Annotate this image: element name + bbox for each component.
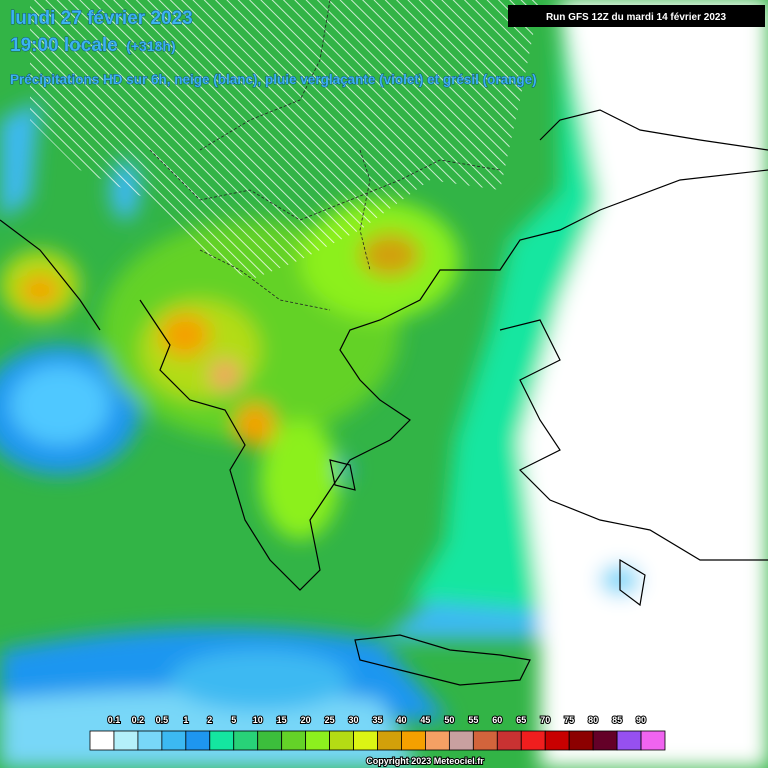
legend-swatch xyxy=(401,730,426,751)
legend-label: 25 xyxy=(325,715,335,725)
legend-label: 85 xyxy=(612,715,622,725)
legend-swatch xyxy=(281,730,307,751)
legend-swatch xyxy=(377,730,402,751)
legend-swatch xyxy=(353,730,378,751)
run-label: Run GFS 12Z du mardi 14 février 2023 xyxy=(546,12,727,23)
time-label: 19:00 locale xyxy=(10,35,118,56)
legend-label: 0.5 xyxy=(156,715,169,725)
legend-swatch xyxy=(113,730,139,751)
legend-label: 0.2 xyxy=(132,715,145,725)
legend-swatch xyxy=(448,730,474,751)
legend-swatch xyxy=(209,730,235,751)
borders xyxy=(149,0,501,311)
legend-swatch xyxy=(520,730,546,751)
legend-swatch xyxy=(233,730,259,751)
run-box xyxy=(508,5,765,27)
legend-label: 1 xyxy=(183,715,188,725)
legend-swatch xyxy=(89,730,115,751)
legend-label: 70 xyxy=(540,715,550,725)
legend-swatch xyxy=(640,730,666,751)
subtitle: Précipitations HD sur 6h, neige (blanc),… xyxy=(10,72,537,87)
legend: 0.1 0.2 0.5 1 2 5 10 15 20 25 30 35 40 45 50 55 60 65 70 75… xyxy=(89,714,666,751)
legend-label: 55 xyxy=(468,715,478,725)
legend-swatch xyxy=(472,730,498,751)
legend-swatch xyxy=(425,730,450,751)
legend-swatch xyxy=(329,730,354,751)
legend-label: 20 xyxy=(301,715,311,725)
legend-swatch xyxy=(185,730,211,751)
legend-label: 90 xyxy=(636,715,646,725)
legend-label: 45 xyxy=(420,715,430,725)
legend-label: 15 xyxy=(277,715,287,725)
date: lundi 27 février 2023 xyxy=(10,8,193,29)
legend-label: 80 xyxy=(588,715,598,725)
legend-swatch xyxy=(568,730,594,751)
legend-label: 60 xyxy=(492,715,502,725)
legend-label: 35 xyxy=(372,715,382,725)
legend-swatch xyxy=(257,730,283,751)
legend-label: 75 xyxy=(564,715,574,725)
time: 19:00 locale (+318h) xyxy=(10,35,176,56)
legend-swatch xyxy=(137,730,163,751)
legend-label: 40 xyxy=(396,715,406,725)
legend-swatch xyxy=(496,730,522,751)
legend-label: 10 xyxy=(253,715,263,725)
legend-label: 65 xyxy=(516,715,526,725)
legend-swatch xyxy=(161,730,187,751)
legend-swatch xyxy=(544,730,570,751)
copyright: Copyright 2023 Meteociel.fr xyxy=(366,756,484,766)
lead-time: (+318h) xyxy=(126,38,175,54)
legend-label: 2 xyxy=(207,715,212,725)
legend-label: 5 xyxy=(231,715,236,725)
legend-swatch xyxy=(305,730,330,751)
legend-swatch xyxy=(616,730,642,751)
legend-swatch xyxy=(592,730,618,751)
legend-label: 30 xyxy=(349,715,359,725)
legend-label: 50 xyxy=(444,715,454,725)
coastlines xyxy=(0,109,768,686)
legend-label: 0.1 xyxy=(108,715,121,725)
